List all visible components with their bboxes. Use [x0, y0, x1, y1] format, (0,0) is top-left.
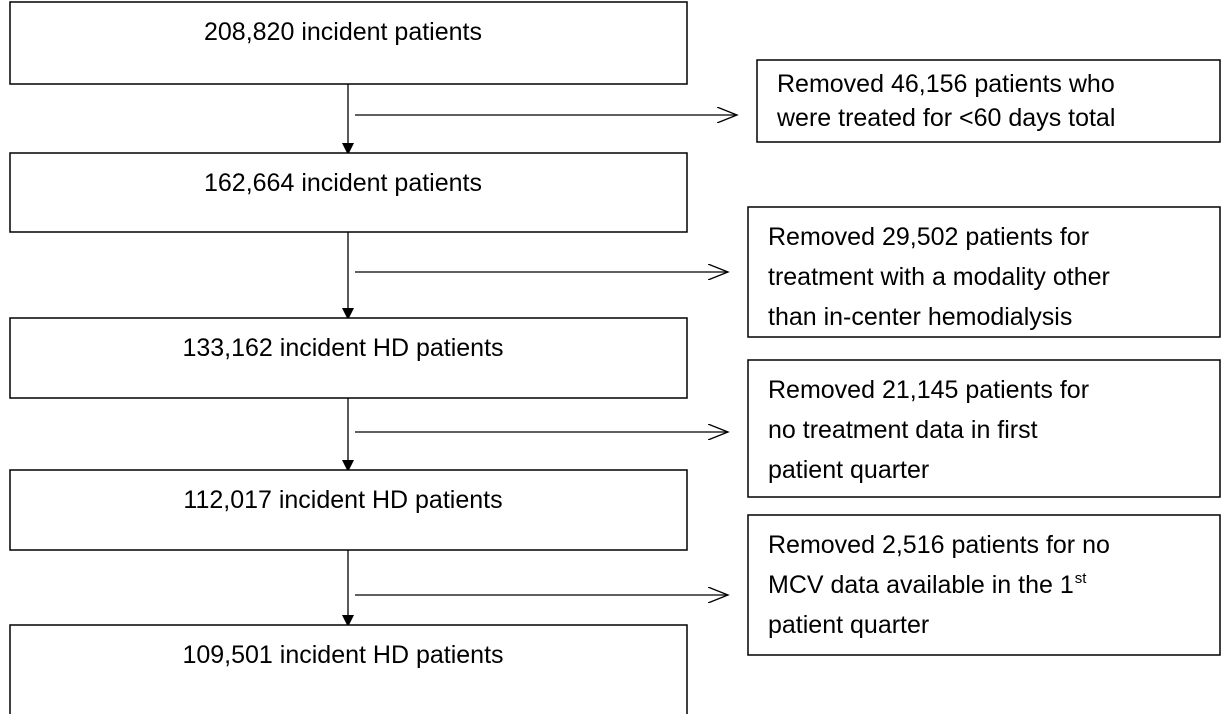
exclusion-text: than in-center hemodialysis	[768, 303, 1072, 331]
step-box	[9, 469, 688, 551]
exclusion-box	[756, 59, 1221, 143]
step-label: 109,501 incident HD patients	[182, 641, 503, 669]
step-label: 112,017 incident HD patients	[183, 486, 502, 514]
step-box	[9, 624, 688, 714]
exclusion-text: treatment with a modality other	[768, 263, 1110, 291]
exclusion-box	[747, 206, 1221, 338]
exclusion-text: patient quarter	[768, 456, 929, 484]
step-box	[9, 1, 688, 85]
exclusion-text: MCV data available in the 1	[768, 571, 1074, 599]
exclusion-text: were treated for <60 days total	[776, 104, 1115, 132]
step-box	[9, 317, 688, 399]
exclusion-text: Removed 29,502 patients for	[768, 223, 1089, 251]
exclusion-text: patient quarter	[768, 611, 929, 639]
exclusion-text: Removed 46,156 patients who	[777, 70, 1115, 98]
step-label: 208,820 incident patients	[204, 18, 482, 46]
exclusion-text: Removed 2,516 patients for no	[768, 531, 1110, 559]
exclusion-box	[747, 359, 1221, 498]
exclusion-text: Removed 21,145 patients for	[768, 376, 1089, 404]
exclusion-box	[747, 514, 1221, 656]
step-label: 133,162 incident HD patients	[182, 334, 503, 362]
superscript: st	[1075, 570, 1088, 587]
step-label: 162,664 incident patients	[204, 169, 482, 197]
step-box	[9, 152, 688, 233]
exclusion-text: no treatment data in first	[768, 416, 1038, 444]
